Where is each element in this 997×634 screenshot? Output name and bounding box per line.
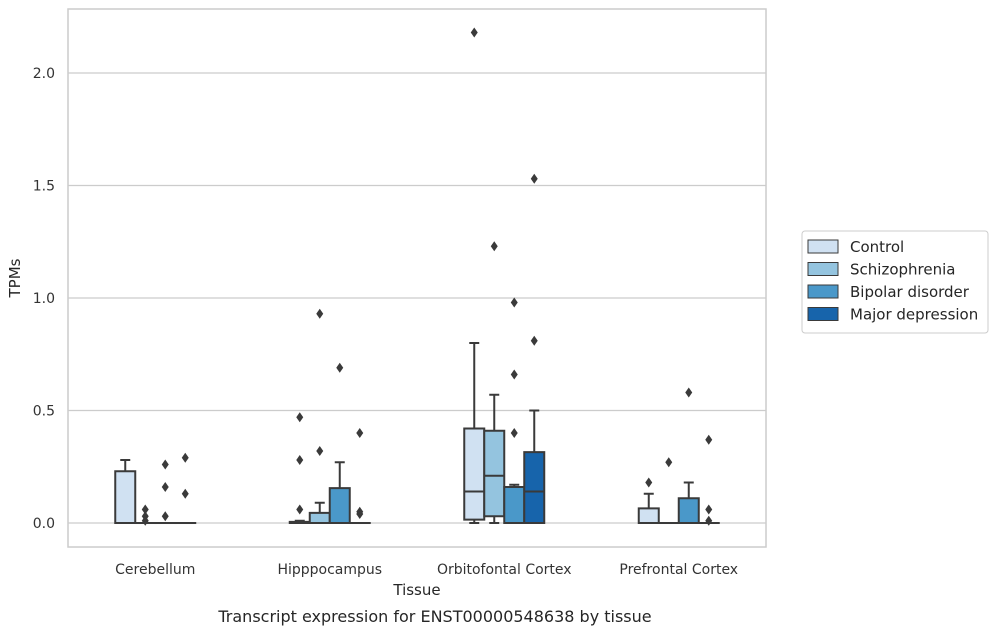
plot-area-frame — [67, 8, 767, 548]
outlier-point — [296, 504, 304, 515]
box-body — [677, 497, 700, 524]
legend-items: Control Schizophrenia Bipolar disorder Majo… — [807, 238, 978, 324]
legend-label: Schizophrenia — [850, 261, 955, 279]
outlier-point — [665, 457, 673, 468]
box-orbitofontal-cortex-control — [463, 342, 486, 524]
outlier-point — [705, 434, 713, 445]
legend-label: Major depression — [850, 306, 978, 324]
outlier-point — [705, 515, 713, 526]
box-cerebellum-control — [114, 459, 137, 524]
outlier-point — [490, 241, 498, 252]
box-body — [523, 451, 546, 524]
x-tick-label: Orbitofontal Cortex — [437, 562, 572, 578]
box-body — [308, 511, 331, 524]
outlier-point — [336, 362, 344, 373]
box-orbitofontal-cortex-schizophrenia — [483, 393, 506, 524]
y-tick-labels: 0.0 0.5 1.0 1.5 2.0 — [33, 66, 55, 532]
outlier-point — [296, 455, 304, 465]
grid-lines — [68, 72, 766, 524]
y-tick-label: 0.0 — [33, 516, 55, 532]
outlier-point — [356, 428, 364, 438]
outlier-point — [356, 509, 364, 519]
outlier-point — [530, 335, 538, 346]
outlier-point — [510, 297, 518, 308]
box-body — [637, 507, 660, 524]
box-body — [463, 427, 486, 521]
legend-item-bipolar-disorder: Bipolar disorder — [807, 283, 970, 301]
box-orbitofontal-cortex-bipolar-disorder — [503, 483, 526, 524]
box-hipppocampus-bipolar-disorder — [328, 461, 351, 524]
legend-swatch — [807, 262, 839, 276]
outlier-point — [685, 387, 693, 398]
outlier-point — [296, 412, 304, 423]
outlier-points — [141, 27, 713, 526]
legend: Control Schizophrenia Bipolar disorder Majo… — [801, 230, 989, 334]
legend-item-control: Control — [807, 238, 904, 256]
box-hipppocampus-control — [288, 519, 311, 524]
legend-swatch — [807, 307, 839, 321]
x-axis-title: Tissue — [392, 581, 440, 599]
x-tick-labels: Cerebellum Hipppocampus Orbitofontal Corte… — [115, 562, 738, 578]
x-tick-label: Hipppocampus — [277, 562, 382, 578]
outlier-point — [316, 308, 324, 319]
outlier-point — [705, 504, 713, 515]
y-tick-label: 1.5 — [33, 179, 55, 195]
box-prefrontal-cortex-control — [637, 492, 660, 524]
chart-caption: Transcript expression for ENST0000054863… — [217, 607, 651, 626]
outlier-point — [161, 511, 169, 522]
box-orbitofontal-cortex-major-depression — [523, 409, 546, 524]
legend-swatch — [807, 239, 839, 254]
y-tick-label: 1.0 — [33, 291, 55, 307]
box-body — [483, 429, 506, 518]
box-body — [114, 470, 137, 524]
x-tick-label: Prefrontal Cortex — [619, 562, 738, 578]
outlier-point — [530, 173, 538, 184]
boxes — [114, 342, 720, 525]
outlier-point — [510, 428, 518, 438]
outlier-point — [141, 504, 149, 515]
y-axis-title: TPMs — [6, 258, 24, 298]
x-tick-label: Cerebellum — [115, 562, 195, 578]
legend-frame — [801, 230, 989, 334]
legend-label: Control — [850, 238, 904, 256]
legend-label: Bipolar disorder — [850, 283, 970, 301]
box-body — [328, 487, 351, 524]
outlier-point — [510, 369, 518, 380]
box-prefrontal-cortex-bipolar-disorder — [677, 481, 700, 524]
outlier-point — [645, 477, 653, 488]
box-body — [503, 486, 526, 524]
outlier-point — [181, 452, 189, 463]
outlier-point — [316, 446, 324, 456]
outlier-point — [470, 27, 478, 38]
outlier-point — [141, 515, 149, 526]
outlier-point — [181, 488, 189, 499]
outlier-point — [161, 482, 169, 492]
legend-item-major-depression: Major depression — [807, 306, 978, 324]
legend-swatch — [807, 284, 839, 299]
y-tick-label: 0.5 — [33, 404, 55, 420]
outlier-point — [161, 459, 169, 470]
y-tick-label: 2.0 — [33, 66, 55, 82]
box-hipppocampus-schizophrenia — [308, 501, 331, 524]
legend-item-schizophrenia: Schizophrenia — [807, 261, 955, 279]
